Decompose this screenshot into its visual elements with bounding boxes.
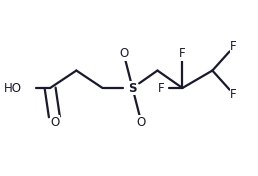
Text: O: O bbox=[51, 116, 60, 128]
Text: O: O bbox=[119, 48, 128, 60]
Text: F: F bbox=[179, 48, 186, 60]
Text: F: F bbox=[230, 88, 237, 101]
Text: F: F bbox=[158, 81, 165, 95]
Text: O: O bbox=[137, 116, 146, 128]
Text: HO: HO bbox=[3, 81, 21, 95]
Text: S: S bbox=[128, 81, 137, 95]
Text: F: F bbox=[230, 40, 237, 54]
